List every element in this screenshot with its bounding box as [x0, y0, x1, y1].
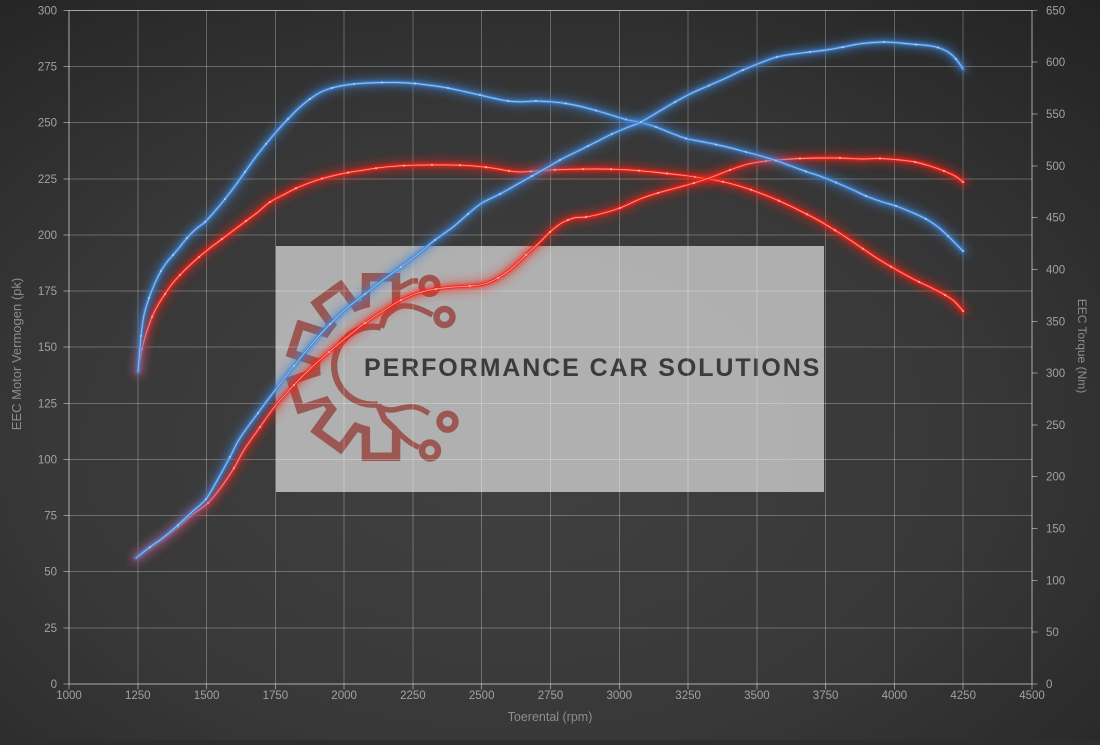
svg-text:275: 275 — [38, 62, 57, 74]
svg-text:225: 225 — [38, 174, 57, 186]
svg-text:100: 100 — [1046, 575, 1065, 587]
svg-text:Toerental (rpm): Toerental (rpm) — [508, 710, 593, 724]
svg-text:250: 250 — [38, 118, 57, 130]
svg-text:150: 150 — [38, 342, 57, 354]
svg-text:EEC Torque (Nm): EEC Torque (Nm) — [1075, 299, 1089, 393]
svg-text:75: 75 — [44, 511, 57, 523]
svg-text:3000: 3000 — [607, 690, 633, 702]
svg-text:0: 0 — [51, 679, 57, 691]
svg-text:50: 50 — [1046, 627, 1059, 639]
svg-text:250: 250 — [1046, 420, 1065, 432]
svg-text:450: 450 — [1046, 213, 1065, 225]
svg-text:50: 50 — [44, 567, 57, 579]
svg-text:4500: 4500 — [1019, 690, 1045, 702]
svg-text:2500: 2500 — [469, 690, 495, 702]
svg-text:175: 175 — [38, 286, 57, 298]
svg-text:300: 300 — [38, 5, 57, 17]
svg-text:4250: 4250 — [950, 690, 976, 702]
svg-text:2000: 2000 — [331, 690, 357, 702]
svg-text:600: 600 — [1046, 57, 1065, 69]
svg-text:1000: 1000 — [56, 690, 82, 702]
svg-text:1750: 1750 — [263, 690, 289, 702]
svg-text:150: 150 — [1046, 524, 1065, 536]
svg-text:550: 550 — [1046, 109, 1065, 121]
svg-text:2250: 2250 — [400, 690, 426, 702]
svg-text:25: 25 — [44, 623, 57, 635]
svg-text:500: 500 — [1046, 161, 1065, 173]
svg-text:350: 350 — [1046, 316, 1065, 328]
svg-text:PERFORMANCE CAR SOLUTIONS: PERFORMANCE CAR SOLUTIONS — [364, 354, 821, 382]
svg-text:0: 0 — [1046, 679, 1052, 691]
svg-text:EEC Motor Vermogen (pk): EEC Motor Vermogen (pk) — [9, 278, 24, 430]
svg-text:200: 200 — [38, 230, 57, 242]
svg-text:125: 125 — [38, 398, 57, 410]
svg-text:3750: 3750 — [813, 690, 839, 702]
svg-text:3250: 3250 — [675, 690, 701, 702]
svg-text:1250: 1250 — [125, 690, 151, 702]
svg-text:3500: 3500 — [744, 690, 770, 702]
svg-text:4000: 4000 — [882, 690, 908, 702]
svg-text:650: 650 — [1046, 5, 1065, 17]
svg-text:1500: 1500 — [194, 690, 220, 702]
svg-text:2750: 2750 — [538, 690, 564, 702]
svg-text:200: 200 — [1046, 472, 1065, 484]
svg-text:300: 300 — [1046, 368, 1065, 380]
svg-text:100: 100 — [38, 455, 57, 467]
svg-text:400: 400 — [1046, 265, 1065, 277]
